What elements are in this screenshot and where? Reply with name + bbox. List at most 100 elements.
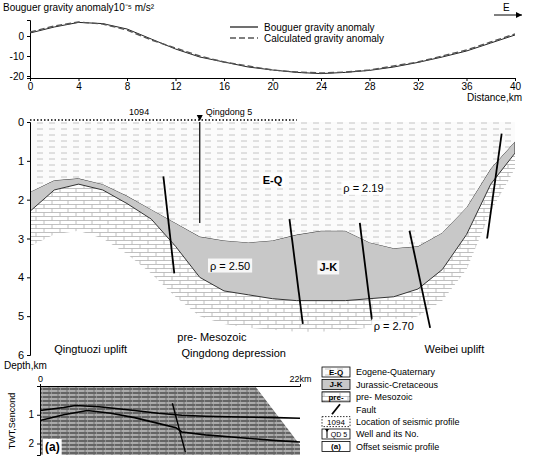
unit-label: J-K [319, 261, 337, 273]
label-patch [341, 181, 385, 195]
depth-axis-tick-mark [27, 355, 30, 356]
label-patch [43, 439, 62, 455]
seismic-x-axis-tick-mark [40, 384, 41, 386]
x-axis-tick: 24 [316, 78, 328, 92]
unit-label: pre- Mesozoic [177, 331, 247, 343]
key-label: Eogene-Quaternary [356, 367, 436, 377]
seismic-x-axis-tick: 0 [38, 374, 43, 386]
x-axis-tick-label: 12 [170, 81, 182, 92]
key-label: Well and its No. [356, 429, 419, 439]
key-well-head [325, 429, 329, 432]
seismic-fault [172, 403, 185, 452]
seismic-y-axis-line [37, 387, 41, 456]
legend-swatch [230, 37, 258, 38]
x-axis-tick-label: 0 [28, 81, 34, 92]
seismic-y-axis-tick-mark [37, 444, 40, 445]
x-axis-title: Distance,km [467, 92, 522, 103]
arrow-head [516, 12, 522, 18]
label-patch [317, 260, 339, 274]
unit-label: Qingdong depression [181, 347, 286, 359]
seismic-y-axis-tick-label: 1 [28, 409, 34, 420]
depth-axis-tick: 0 [18, 116, 30, 128]
seismic-line [30, 119, 297, 121]
seismic-y-axis-tick-mark [37, 415, 40, 416]
depth-axis-tick-label: 3 [18, 233, 24, 245]
key-legend: E-Q Eogene-Quaternary J-KJurassic-Cretaceo… [322, 367, 460, 452]
x-axis-tick-label: 28 [364, 81, 376, 92]
key-symbol-label: J-K [330, 380, 343, 389]
depth-axis-tick-label: 0 [18, 116, 24, 128]
seismic-x-axis-line [41, 384, 301, 387]
y-axis-tick-mark [27, 56, 30, 57]
x-axis-tick-label: 40 [510, 81, 522, 92]
well-label: Qingdong 5 [206, 107, 253, 117]
well [199, 122, 200, 223]
y-axis-line [27, 21, 31, 79]
unit-label: ρ = 2.19 [343, 182, 383, 194]
y-axis-tick-mark [27, 76, 30, 77]
seismic-x-axis-tick-label: 22km [289, 374, 311, 384]
key-swatch [322, 429, 350, 439]
label-patch [179, 346, 288, 360]
series-line [30, 22, 515, 73]
direction-label: E [503, 2, 510, 13]
canvas: 0481216202428323640-20-100Bouguer gravit… [0, 0, 534, 463]
depth-axis-tick: 4 [18, 271, 30, 283]
unit-label: E-Q [263, 174, 283, 186]
seismic-y-axis: 12 [28, 387, 40, 456]
figure: 0481216202428323640-20-100Bouguer gravit… [0, 0, 534, 463]
depth-axis-tick-label: 4 [18, 271, 24, 283]
legend-label: Bouguer gravity anomaly [264, 22, 375, 33]
unit-label: Weibei uplift [425, 343, 485, 355]
x-axis-tick-label: 32 [413, 81, 425, 92]
label-patch [423, 342, 487, 356]
seismic-y-axis-tick-label: 2 [28, 438, 34, 449]
plot-area [30, 22, 515, 74]
depth-axis-tick-mark [27, 161, 30, 162]
key-row: pre-pre- Mesozoic [322, 392, 413, 402]
legend-label: Calculated gravity anomaly [264, 33, 384, 44]
depth-axis-tick-mark [27, 316, 30, 317]
section-area [30, 122, 515, 332]
seismic-image [40, 386, 300, 455]
label-patch [175, 330, 249, 344]
section-labels: E-Qρ = 2.19ρ = 2.50J-Kpre- Mesozoicρ = 2… [52, 173, 486, 360]
y-axis-tick: -20 [10, 71, 30, 82]
seismic-x-axis: 0 22km [38, 374, 312, 387]
key-row: J-KJurassic-Cretaceous [322, 379, 439, 389]
seismic-line-label: 1094 [129, 107, 149, 117]
x-axis: 0481216202428323640 [28, 78, 522, 92]
key-swatch [322, 441, 350, 451]
key-symbol-label: QD 5 [331, 431, 347, 439]
x-axis-tick-label: 36 [461, 81, 473, 92]
depth-axis-tick: 1 [18, 155, 30, 167]
fault [163, 176, 174, 273]
y-axis: -20 -10 0 [10, 21, 31, 82]
depth-axis-tick-label: 1 [18, 155, 24, 167]
y-axis-tick: 0 [18, 31, 30, 42]
x-axis-tick-label: 16 [219, 81, 231, 92]
fault [487, 134, 502, 239]
x-axis-tick: 28 [364, 78, 376, 92]
depth-axis-tick-label: 2 [18, 194, 24, 206]
legend: Bouguer gravity anomalyCalculated gravit… [230, 22, 384, 44]
key-symbol-label: 1094 [327, 418, 345, 427]
label-patch [208, 259, 252, 273]
y-axis-tick-mark [27, 36, 30, 37]
key-symbol-label: E-Q [329, 368, 343, 377]
key-swatch [322, 417, 350, 427]
well-symbol [197, 115, 203, 121]
depth-axis-tick-label: 5 [18, 310, 24, 322]
y-axis-tick-label: -10 [10, 51, 25, 62]
x-axis-tick-label: 4 [76, 81, 82, 92]
fault [410, 231, 431, 328]
label-patch [372, 319, 416, 333]
depth-axis-tick: 3 [18, 233, 30, 245]
x-axis-tick: 36 [461, 78, 473, 92]
y-axis-tick-label: 0 [18, 31, 24, 42]
series-line [30, 22, 515, 73]
seismic-y-axis-tick: 1 [28, 409, 40, 420]
depth-axis-tick-mark [27, 239, 30, 240]
key-row: E-Q Eogene-Quaternary [322, 367, 436, 377]
depth-axis-line [27, 123, 31, 356]
